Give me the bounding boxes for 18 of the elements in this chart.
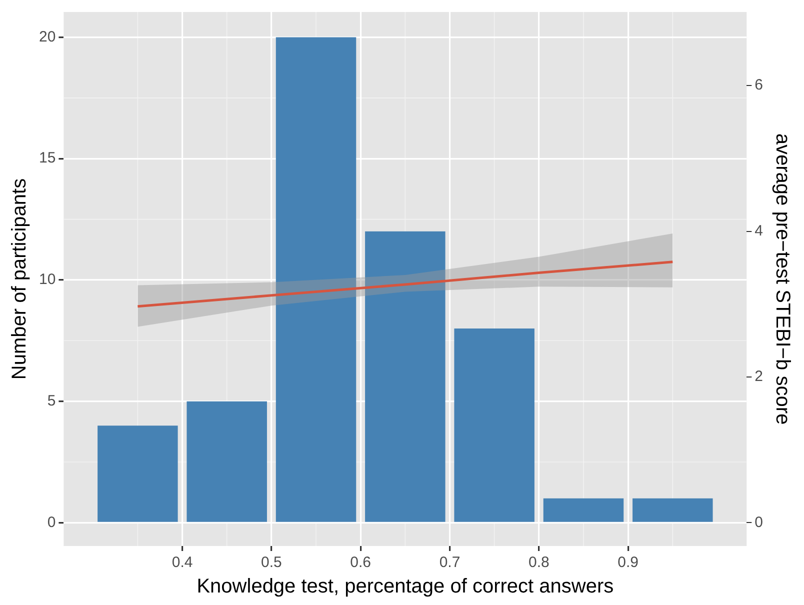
y-tick-label: 10: [38, 271, 56, 288]
y-tick-label: 20: [38, 28, 56, 46]
x-tick-label: 0.5: [261, 554, 282, 572]
x-tick-label: 0.6: [350, 554, 372, 572]
y2-axis-title: average pre−test STEBI−b score: [771, 133, 794, 425]
x-tick-label: 0.7: [439, 554, 460, 572]
y-axis-title: Number of participants: [8, 178, 31, 380]
y-tick-label: 5: [47, 392, 56, 410]
x-axis-title: Knowledge test, percentage of correct answers: [196, 576, 614, 598]
y2-tick-label: 2: [754, 368, 763, 386]
y-tick-label: 0: [47, 514, 56, 531]
y-tick-label: 15: [38, 150, 56, 167]
x-tick-label: 0.4: [172, 554, 193, 572]
x-tick-label: 0.9: [618, 554, 639, 572]
y2-tick-label: 0: [754, 514, 763, 531]
x-tick-label: 0.8: [528, 554, 550, 572]
y2-tick-label: 6: [754, 76, 763, 94]
y2-tick-label: 4: [754, 222, 763, 240]
